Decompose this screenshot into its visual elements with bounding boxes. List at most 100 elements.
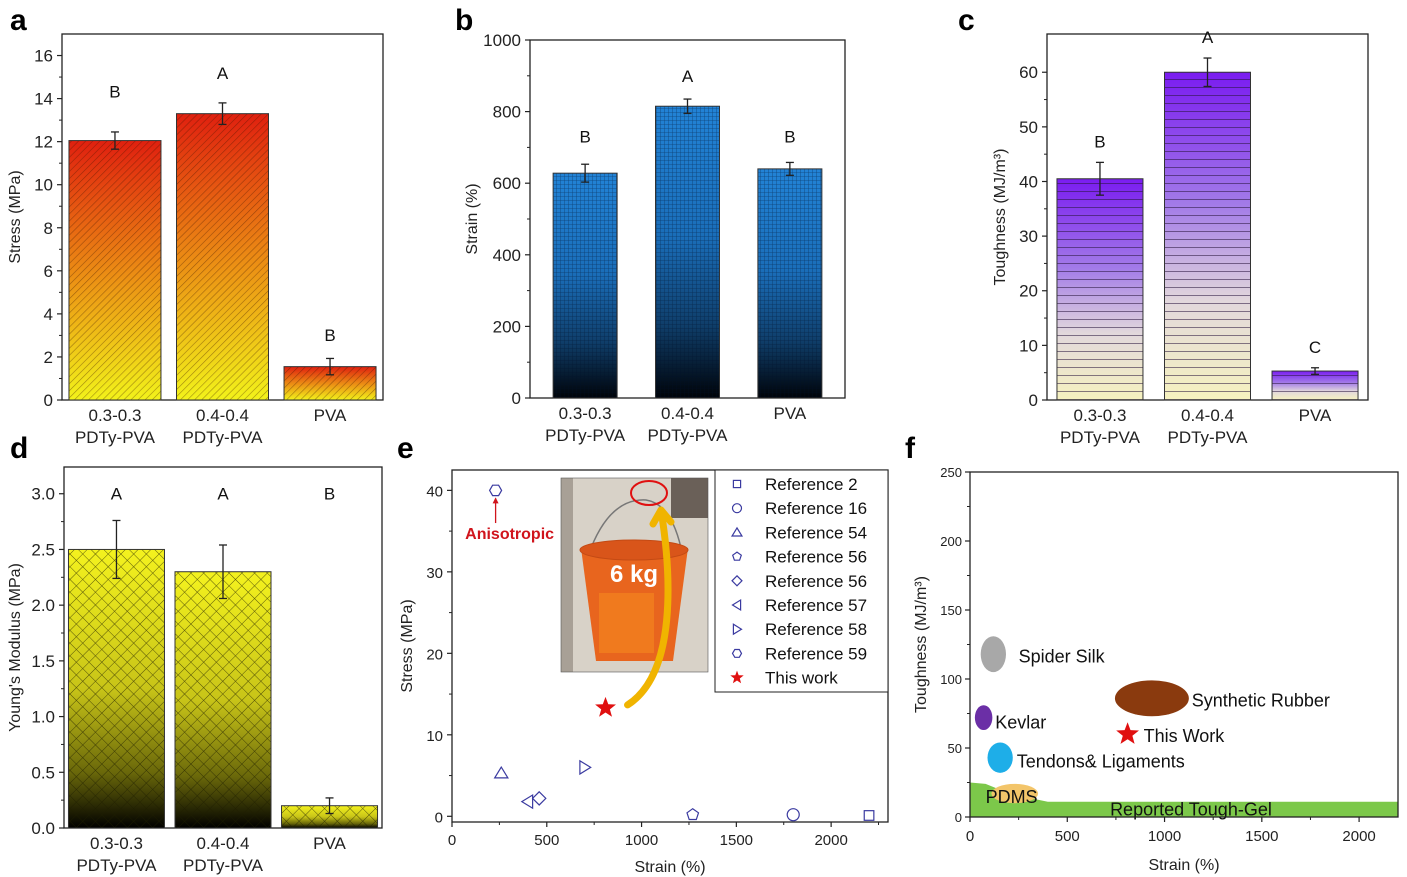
bar-pattern	[553, 173, 618, 398]
inset-frame	[560, 477, 709, 673]
panel-letter-a: a	[10, 4, 27, 37]
y-tick-label: 1.0	[31, 708, 55, 727]
data-point-reference-58	[579, 759, 592, 776]
x-category-label: 0.4-0.4	[196, 406, 249, 425]
x-tick-label: 1000	[625, 832, 658, 849]
bar-pattern	[281, 805, 378, 828]
y-tick-label: 50	[948, 741, 962, 756]
x-tick-label: 500	[534, 832, 559, 849]
legend-box	[714, 469, 889, 693]
y-tick-label: 10	[1019, 336, 1038, 355]
bucket-rim	[579, 539, 689, 561]
panel-d-youngs-modulus-bar-chart: 0.0 0.5 1.0 1.5 2.0 2.5 3.0 Young's Modulus (MP…	[7, 466, 383, 875]
x-category-label: PVA	[773, 404, 806, 423]
legend-marker	[732, 479, 742, 489]
region-label: Kevlar	[995, 713, 1046, 733]
y-axis-title: Toughness (MJ/m³)	[913, 576, 930, 713]
y-tick-label: 6	[44, 262, 53, 281]
x-tick-label: 500	[1055, 828, 1080, 845]
data-point-reference-56	[531, 790, 547, 806]
region-label: Reported Tough-Gel	[1110, 800, 1272, 820]
region-label: Synthetic Rubber	[1192, 691, 1330, 711]
y-tick-label: 2.0	[31, 596, 55, 615]
data-point-this-work	[595, 696, 616, 717]
data-point-reference-2	[863, 810, 875, 821]
significance-label: C	[1309, 338, 1321, 357]
significance-label: B	[109, 83, 120, 102]
x-category-label: 0.4-0.4	[197, 834, 250, 853]
legend-label: Reference 2	[765, 475, 858, 494]
legend-label: Reference 54	[765, 523, 867, 542]
significance-label: B	[579, 128, 590, 147]
legend-marker	[731, 551, 743, 561]
x-category-label: 0.3-0.3	[1073, 406, 1126, 425]
bar-pattern	[1164, 72, 1251, 401]
region-reported-tough-gel	[970, 782, 1398, 817]
legend-label: This work	[765, 669, 838, 688]
y-tick-label: 4	[44, 305, 53, 324]
data-point-reference-54	[493, 765, 509, 779]
y-tick-label: 12	[34, 133, 53, 152]
x-category-label: PDTy-PVA	[183, 856, 264, 875]
y-tick-label: 40	[426, 483, 443, 500]
x-tick-label: 0	[966, 828, 974, 845]
panel-letter-e: e	[397, 432, 414, 465]
x-tick-label: 1000	[1148, 828, 1181, 845]
y-tick-label: 14	[34, 90, 53, 109]
panel-b-strain-bar-chart: 0 200 400 600 800 1000 Strain (%) B 0.3-0.3 PDTy-…	[464, 31, 846, 445]
y-axis-title: Young's Modulus (MPa)	[7, 563, 24, 732]
y-tick-label: 800	[493, 103, 521, 122]
legend-marker	[731, 503, 743, 514]
annotation-arrowhead	[492, 497, 499, 504]
data-point-reference-16	[786, 808, 800, 822]
x-category-label: PDTy-PVA	[1060, 428, 1141, 447]
inset-door-frame	[561, 478, 573, 672]
bar-pattern	[757, 168, 822, 398]
significance-label: B	[1094, 132, 1105, 151]
significance-label: B	[784, 128, 795, 147]
y-tick-label: 150	[940, 603, 962, 618]
y-tick-label: 20	[1019, 282, 1038, 301]
x-tick-label: 2000	[1342, 828, 1375, 845]
region-kevlar	[974, 705, 993, 731]
region-label: Tendons& Ligaments	[1017, 751, 1185, 771]
x-tick-label: 1500	[720, 832, 753, 849]
inset-photo: 6 kg	[560, 477, 709, 673]
x-category-label: 0.3-0.3	[559, 404, 612, 423]
legend-label: Reference 16	[765, 499, 867, 518]
y-tick-label: 2.5	[31, 540, 55, 559]
y-tick-label: 0	[955, 810, 962, 825]
y-tick-label: 1.5	[31, 652, 55, 671]
region-tendons-ligaments	[987, 742, 1013, 773]
x-category-label: PDTy-PVA	[183, 428, 264, 447]
legend-marker	[730, 670, 744, 684]
x-category-label: 0.3-0.3	[90, 834, 143, 853]
region-spider-silk	[980, 636, 1006, 673]
x-tick-label: 2000	[814, 832, 847, 849]
data-point-reference-57	[520, 793, 534, 810]
y-tick-label: 250	[940, 465, 962, 480]
y-axis-title: Toughness (MJ/m³)	[992, 149, 1009, 286]
region-label: PDMS	[986, 787, 1038, 807]
significance-label: A	[111, 484, 123, 503]
y-tick-label: 10	[426, 728, 443, 745]
y-tick-label: 20	[426, 646, 443, 663]
y-axis-title: Stress (MPa)	[399, 599, 416, 692]
x-category-label: PDTy-PVA	[75, 428, 156, 447]
legend-label: Reference 57	[765, 596, 867, 615]
region-synthetic-rubber	[1114, 680, 1189, 717]
x-category-label: 0.4-0.4	[1181, 406, 1234, 425]
bar-pattern	[1056, 178, 1143, 400]
bar-pattern	[655, 106, 720, 398]
panel-letter-d: d	[10, 432, 28, 465]
data-point-reference-56	[686, 807, 700, 821]
legend-marker	[732, 623, 743, 636]
y-tick-label: 16	[34, 47, 53, 66]
panel-letter-c: c	[958, 4, 975, 37]
inset-weight-label: 6 kg	[610, 561, 658, 588]
significance-label: B	[324, 484, 335, 503]
x-category-label: PDTy-PVA	[76, 856, 157, 875]
y-tick-label: 8	[44, 219, 53, 238]
y-tick-label: 10	[34, 176, 53, 195]
